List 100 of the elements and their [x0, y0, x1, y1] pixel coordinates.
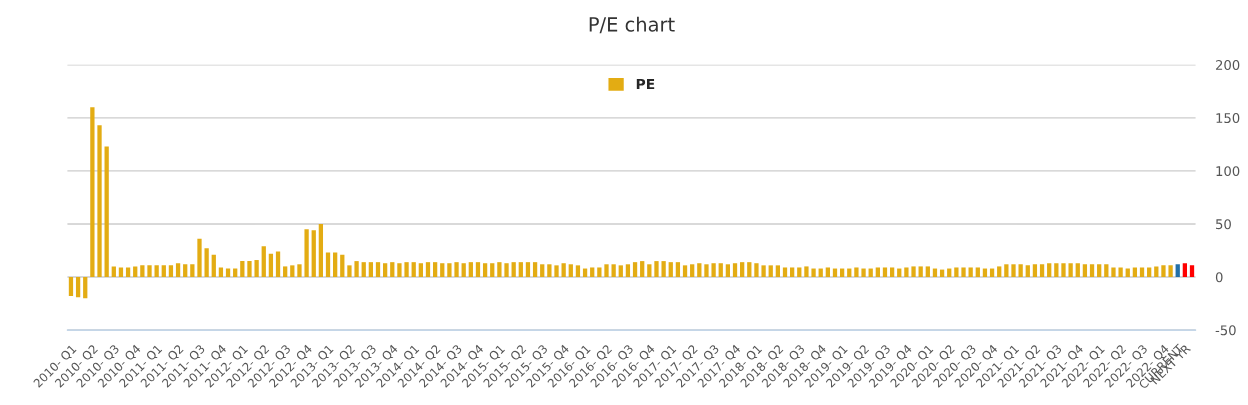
bar — [90, 107, 95, 278]
bar — [1082, 264, 1088, 278]
bar — [761, 265, 766, 278]
bar — [482, 263, 488, 278]
chart-title: P/E chart — [589, 16, 675, 34]
bar — [654, 261, 659, 278]
bar — [390, 262, 395, 278]
bar — [140, 265, 145, 278]
bar — [540, 264, 545, 278]
bar — [1132, 267, 1138, 278]
bar — [318, 223, 324, 278]
bar — [1061, 263, 1066, 278]
bar — [604, 264, 609, 278]
y-tick-label: -50 — [1215, 325, 1236, 336]
bar — [790, 267, 795, 278]
legend-label: PE — [636, 78, 655, 90]
bar — [83, 277, 88, 299]
bar — [204, 248, 209, 278]
bar — [1004, 264, 1009, 278]
bar — [411, 262, 416, 278]
bar — [547, 264, 552, 278]
bar — [768, 265, 773, 278]
bar — [168, 265, 174, 278]
bar — [97, 125, 102, 278]
bar — [732, 263, 738, 278]
bar — [1118, 267, 1123, 278]
bar — [525, 262, 531, 278]
y-tick-label: 100 — [1216, 166, 1240, 177]
bar — [1168, 265, 1173, 278]
bar — [290, 265, 295, 278]
bar — [147, 265, 152, 278]
y-tick-label: 0 — [1215, 272, 1223, 283]
bar — [111, 266, 116, 278]
bar — [325, 252, 331, 278]
bar — [561, 263, 566, 278]
bar — [682, 265, 688, 278]
bar — [704, 264, 709, 278]
bar — [161, 265, 166, 278]
y-tick-label: 50 — [1216, 219, 1231, 230]
bar — [340, 254, 345, 278]
bar — [218, 267, 224, 278]
bar — [961, 267, 966, 278]
bar — [754, 263, 759, 278]
bar — [918, 266, 923, 278]
bar — [275, 251, 281, 278]
bar — [383, 263, 388, 278]
bar — [968, 267, 973, 278]
bar — [747, 262, 752, 278]
bar — [597, 267, 602, 278]
bar — [1018, 264, 1023, 278]
bar — [454, 262, 459, 278]
bar — [997, 266, 1002, 278]
bar — [1068, 263, 1073, 278]
bar — [440, 263, 445, 278]
bar — [1161, 265, 1166, 278]
bar — [268, 253, 274, 278]
bar — [861, 268, 866, 278]
bar — [361, 262, 366, 278]
bar — [190, 264, 195, 278]
bar — [475, 262, 481, 278]
bar — [368, 262, 373, 278]
bar — [432, 262, 438, 278]
bar — [468, 262, 473, 278]
bar — [118, 267, 124, 278]
bar — [240, 261, 245, 278]
bar — [261, 246, 266, 278]
bar — [1054, 263, 1059, 278]
bar — [175, 263, 181, 278]
bar — [104, 146, 109, 278]
bar — [1032, 264, 1038, 278]
bar — [697, 263, 702, 278]
bar — [632, 262, 638, 278]
bar — [518, 262, 523, 278]
bar — [775, 265, 781, 278]
bar — [211, 254, 216, 278]
bar — [804, 266, 809, 278]
bar — [904, 267, 909, 278]
bar — [882, 267, 888, 278]
bar — [668, 262, 673, 278]
bar — [304, 229, 309, 278]
bar — [397, 263, 402, 278]
bar — [354, 261, 359, 278]
bar — [575, 265, 581, 278]
bar — [490, 263, 495, 278]
bar — [611, 264, 616, 278]
bar — [418, 263, 423, 278]
y-tick-label: 200 — [1216, 60, 1240, 70]
bar — [125, 267, 131, 278]
bar — [254, 260, 259, 278]
bar — [311, 230, 316, 278]
bar — [297, 264, 302, 278]
bar — [1139, 267, 1145, 278]
bar — [425, 262, 431, 278]
bar — [1075, 263, 1080, 278]
bar — [1189, 265, 1195, 278]
bar — [1147, 267, 1152, 278]
bar — [461, 263, 466, 278]
bar — [133, 266, 138, 278]
bar — [511, 262, 516, 278]
bar — [1025, 265, 1030, 278]
